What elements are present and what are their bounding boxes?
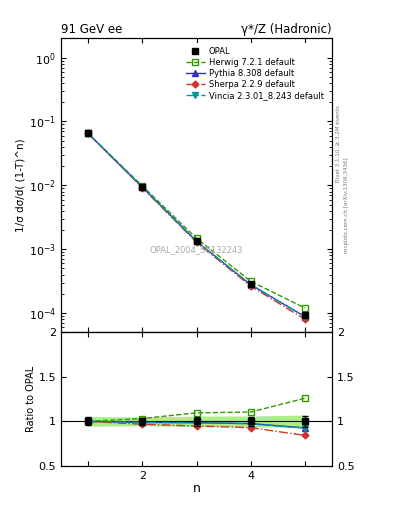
Legend: OPAL, Herwig 7.2.1 default, Pythia 8.308 default, Sherpa 2.2.9 default, Vincia 2: OPAL, Herwig 7.2.1 default, Pythia 8.308… (182, 42, 328, 104)
Text: Rivet 3.1.10, ≥ 3.2M events: Rivet 3.1.10, ≥ 3.2M events (336, 105, 341, 182)
Y-axis label: 1/σ dσ/d( (1-T)^n): 1/σ dσ/d( (1-T)^n) (16, 139, 26, 232)
Text: 91 GeV ee: 91 GeV ee (61, 23, 122, 36)
X-axis label: n: n (193, 482, 200, 495)
Text: γ*/Z (Hadronic): γ*/Z (Hadronic) (241, 23, 332, 36)
Y-axis label: Ratio to OPAL: Ratio to OPAL (26, 366, 36, 432)
Text: mcplots.cern.ch [arXiv:1306.3436]: mcplots.cern.ch [arXiv:1306.3436] (344, 157, 349, 252)
Text: OPAL_2004_S6132243: OPAL_2004_S6132243 (150, 246, 243, 254)
